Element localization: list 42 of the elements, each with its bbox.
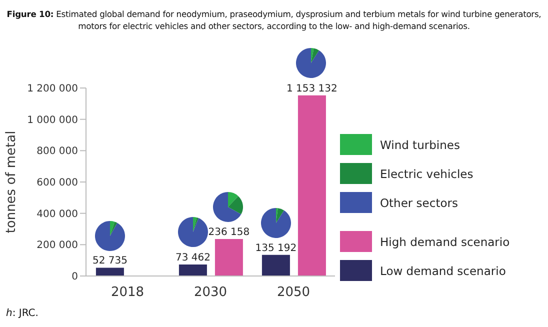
- x-tick-label: 2018: [110, 285, 144, 300]
- pie-slice: [213, 192, 242, 222]
- pie-slice: [192, 218, 198, 232]
- legend-label: Wind turbines: [380, 138, 460, 152]
- pie-slice: [178, 217, 208, 248]
- pie-slice: [228, 192, 239, 207]
- y-tick-label: 0: [72, 272, 78, 283]
- text: h: JRC.: [6, 308, 38, 319]
- y-tick-label: 200 000: [36, 240, 78, 252]
- y-tick-label: 1 000 000: [27, 114, 78, 126]
- y-tick-label: 1 200 000: [27, 84, 78, 95]
- legend-label: Electric vehicles: [380, 166, 474, 180]
- y-tick-label: 400 000: [36, 208, 78, 220]
- pie-slice: [228, 196, 244, 214]
- y-tick-label: 800 000: [36, 146, 78, 158]
- bar: [262, 254, 290, 276]
- x-tick-label: 2050: [276, 285, 310, 300]
- pie-slice: [192, 217, 196, 232]
- pie-slice: [296, 48, 326, 78]
- legend-label: Other sectors: [380, 196, 458, 210]
- pie-slice: [110, 221, 117, 236]
- x-tick-label: 2030: [194, 285, 228, 300]
- data-label: 135 192: [255, 242, 297, 254]
- pie-slice: [260, 208, 291, 238]
- y-axis-title: tonnes of metal: [4, 130, 19, 234]
- pie-slice: [110, 220, 114, 236]
- pie-slice: [311, 48, 314, 64]
- bar: [178, 264, 207, 276]
- chart-title: Figure 10: Estimated global demand for neodymium, praseodymium, dysprosium and terbium metals for wind turbine generators, motors for electric vehicles and other sectors, according to the low- and high-demand scenarios.: [6, 8, 542, 32]
- legend-label: High demand scenario: [380, 234, 510, 248]
- bar: [298, 95, 326, 276]
- data-label: 73 462: [175, 252, 210, 264]
- pie-slice: [311, 48, 320, 64]
- legend-label: Low demand scenario: [380, 264, 506, 278]
- pie-slice: [276, 208, 284, 223]
- y-tick-label: 600 000: [36, 178, 78, 189]
- bar: [96, 268, 124, 276]
- pie-slice: [94, 220, 125, 251]
- data-label: 1 153 132: [286, 83, 338, 94]
- data-label: 236 158: [208, 227, 250, 238]
- bar: [214, 239, 243, 276]
- data-label: 52 735: [92, 256, 128, 267]
